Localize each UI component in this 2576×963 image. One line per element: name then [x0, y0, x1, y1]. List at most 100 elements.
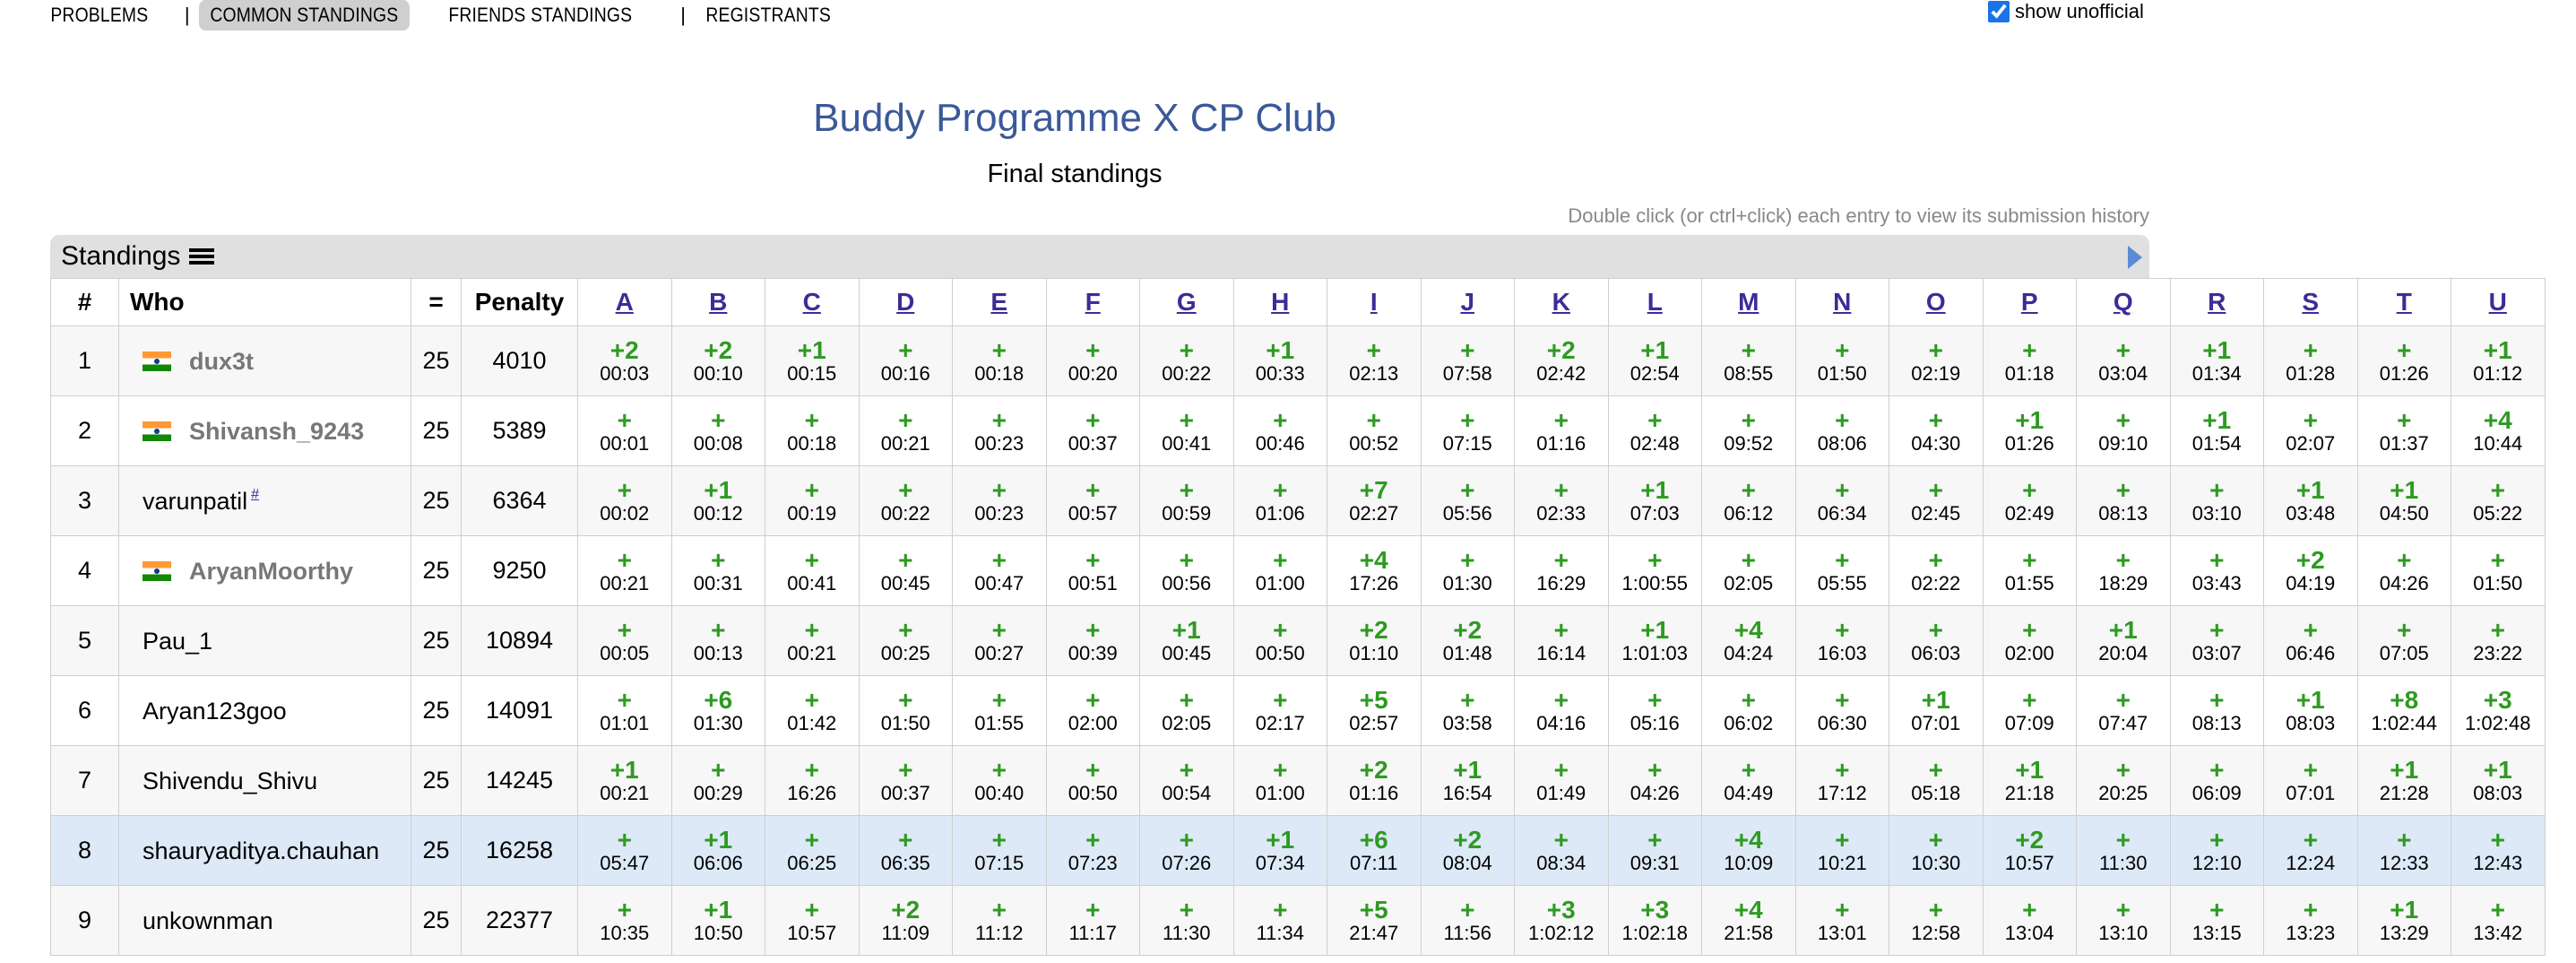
problem-cell-o[interactable]: +04:30 — [1889, 395, 1984, 466]
problem-cell-k[interactable]: +02:33 — [1514, 465, 1609, 536]
problem-cell-f[interactable]: +02:00 — [1045, 675, 1140, 746]
problem-cell-g[interactable]: +00:41 — [1139, 395, 1234, 466]
problem-cell-k[interactable]: +01:49 — [1514, 745, 1609, 816]
problem-cell-b[interactable]: +00:13 — [670, 605, 765, 676]
problem-cell-u[interactable]: +1 08:03 — [2451, 745, 2546, 816]
problem-cell-s[interactable]: +06:46 — [2263, 605, 2358, 676]
problem-cell-t[interactable]: +1 04:50 — [2356, 465, 2451, 536]
problem-cell-b[interactable]: +00:29 — [670, 745, 765, 816]
problem-link-j[interactable]: J — [1460, 288, 1475, 316]
problem-link-n[interactable]: N — [1833, 288, 1852, 316]
problem-cell-c[interactable]: +00:41 — [765, 535, 860, 606]
problem-cell-g[interactable]: +11:30 — [1139, 885, 1234, 956]
problem-cell-s[interactable]: +02:07 — [2263, 395, 2358, 466]
problem-link-r[interactable]: R — [2208, 288, 2226, 316]
problem-cell-q[interactable]: +11:30 — [2076, 815, 2171, 886]
problem-cell-a[interactable]: +00:02 — [577, 465, 672, 536]
problem-link-a[interactable]: A — [615, 288, 634, 316]
problem-cell-t[interactable]: +8 1:02:44 — [2356, 675, 2451, 746]
problem-cell-j[interactable]: +1 16:54 — [1420, 745, 1515, 816]
problem-cell-g[interactable]: +07:26 — [1139, 815, 1234, 886]
problem-cell-m[interactable]: +02:05 — [1701, 535, 1796, 606]
problem-cell-b[interactable]: +1 00:12 — [670, 465, 765, 536]
problem-cell-s[interactable]: +07:01 — [2263, 745, 2358, 816]
problem-cell-q[interactable]: +13:10 — [2076, 885, 2171, 956]
problem-cell-t[interactable]: +1 21:28 — [2356, 745, 2451, 816]
problem-cell-a[interactable]: +2 00:03 — [577, 325, 672, 396]
problem-cell-e[interactable]: +00:23 — [952, 465, 1047, 536]
problem-cell-d[interactable]: +06:35 — [858, 815, 953, 886]
problem-cell-n[interactable]: +08:06 — [1794, 395, 1889, 466]
nav-friends-standings[interactable]: FRIENDS STANDINGS — [448, 4, 633, 26]
problem-cell-g[interactable]: +00:56 — [1139, 535, 1234, 606]
problem-cell-a[interactable]: +05:47 — [577, 815, 672, 886]
problem-cell-a[interactable]: +00:01 — [577, 395, 672, 466]
participant-name[interactable]: Aryan123goo — [143, 697, 287, 724]
problem-cell-f[interactable]: +00:20 — [1045, 325, 1140, 396]
table-row[interactable]: 6 Aryan123goo 25 14091 +01:01 +6 01:30 +01:42 +0… — [50, 675, 2546, 746]
problem-cell-s[interactable]: +12:24 — [2263, 815, 2358, 886]
problem-cell-h[interactable]: +00:50 — [1232, 605, 1327, 676]
problem-cell-f[interactable]: +07:23 — [1045, 815, 1140, 886]
problem-cell-l[interactable]: +1 02:54 — [1607, 325, 1702, 396]
problem-cell-o[interactable]: +02:19 — [1889, 325, 1984, 396]
problem-cell-n[interactable]: +13:01 — [1794, 885, 1889, 956]
table-row[interactable]: 8 shauryaditya.chauhan 25 16258 +05:47 +1 06:0… — [50, 815, 2546, 886]
participant-name[interactable]: Pau_1 — [143, 627, 213, 655]
participant-name[interactable]: Shivansh_9243 — [189, 417, 365, 445]
problem-cell-h[interactable]: +1 00:33 — [1232, 325, 1327, 396]
problem-cell-s[interactable]: +13:23 — [2263, 885, 2358, 956]
problem-cell-p[interactable]: +2 10:57 — [1982, 815, 2077, 886]
problem-cell-b[interactable]: +1 06:06 — [670, 815, 765, 886]
problem-cell-f[interactable]: +11:17 — [1045, 885, 1140, 956]
problem-link-t[interactable]: T — [2396, 288, 2412, 316]
problem-cell-u[interactable]: +3 1:02:48 — [2451, 675, 2546, 746]
problem-cell-i[interactable]: +6 07:11 — [1327, 815, 1422, 886]
problem-cell-r[interactable]: +1 01:34 — [2169, 325, 2264, 396]
problem-cell-q[interactable]: +07:47 — [2076, 675, 2171, 746]
problem-cell-u[interactable]: +1 01:12 — [2451, 325, 2546, 396]
problem-cell-i[interactable]: +5 02:57 — [1327, 675, 1422, 746]
problem-cell-r[interactable]: +03:10 — [2169, 465, 2264, 536]
problem-cell-q[interactable]: +1 20:04 — [2076, 605, 2171, 676]
problem-cell-k[interactable]: +04:16 — [1514, 675, 1609, 746]
problem-cell-e[interactable]: +00:23 — [952, 395, 1047, 466]
problem-link-o[interactable]: O — [1925, 288, 1946, 316]
problem-cell-m[interactable]: +08:55 — [1701, 325, 1796, 396]
problem-cell-o[interactable]: +05:18 — [1889, 745, 1984, 816]
problem-cell-r[interactable]: +03:07 — [2169, 605, 2264, 676]
participant-name[interactable]: Shivendu_Shivu — [143, 767, 318, 794]
problem-cell-t[interactable]: +01:37 — [2356, 395, 2451, 466]
table-row[interactable]: 2 Shivansh_9243 25 5389 +00:01 +00:08 +00:18 +0… — [50, 395, 2546, 466]
problem-cell-i[interactable]: +2 01:10 — [1327, 605, 1422, 676]
nav-common-standings[interactable]: COMMON STANDINGS — [198, 0, 410, 30]
problem-cell-o[interactable]: +02:45 — [1889, 465, 1984, 536]
problem-cell-h[interactable]: +01:06 — [1232, 465, 1327, 536]
problem-cell-p[interactable]: +01:18 — [1982, 325, 2077, 396]
problem-cell-r[interactable]: +13:15 — [2169, 885, 2264, 956]
problem-cell-q[interactable]: +20:25 — [2076, 745, 2171, 816]
problem-link-s[interactable]: S — [2302, 288, 2320, 316]
problem-cell-d[interactable]: +00:45 — [858, 535, 953, 606]
problem-cell-u[interactable]: +13:42 — [2451, 885, 2546, 956]
problem-link-k[interactable]: K — [1552, 288, 1570, 316]
problem-cell-r[interactable]: +03:43 — [2169, 535, 2264, 606]
problem-cell-d[interactable]: +01:50 — [858, 675, 953, 746]
problem-cell-u[interactable]: +05:22 — [2451, 465, 2546, 536]
problem-cell-d[interactable]: +00:37 — [858, 745, 953, 816]
problem-cell-s[interactable]: +1 03:48 — [2263, 465, 2358, 536]
problem-cell-c[interactable]: +00:21 — [765, 605, 860, 676]
problem-cell-t[interactable]: +04:26 — [2356, 535, 2451, 606]
problem-cell-q[interactable]: +18:29 — [2076, 535, 2171, 606]
problem-cell-h[interactable]: +11:34 — [1232, 885, 1327, 956]
table-row[interactable]: 7 Shivendu_Shivu 25 14245 +1 00:21 +00:29 +16:2… — [50, 745, 2546, 816]
triangle-right-icon[interactable] — [2128, 246, 2142, 269]
problem-cell-b[interactable]: +00:31 — [670, 535, 765, 606]
problem-cell-n[interactable]: +01:50 — [1794, 325, 1889, 396]
problem-link-b[interactable]: B — [709, 288, 728, 316]
problem-cell-j[interactable]: +03:58 — [1420, 675, 1515, 746]
problem-link-l[interactable]: L — [1647, 288, 1663, 316]
problem-cell-h[interactable]: +02:17 — [1232, 675, 1327, 746]
problem-cell-m[interactable]: +4 21:58 — [1701, 885, 1796, 956]
problem-cell-p[interactable]: +02:00 — [1982, 605, 2077, 676]
